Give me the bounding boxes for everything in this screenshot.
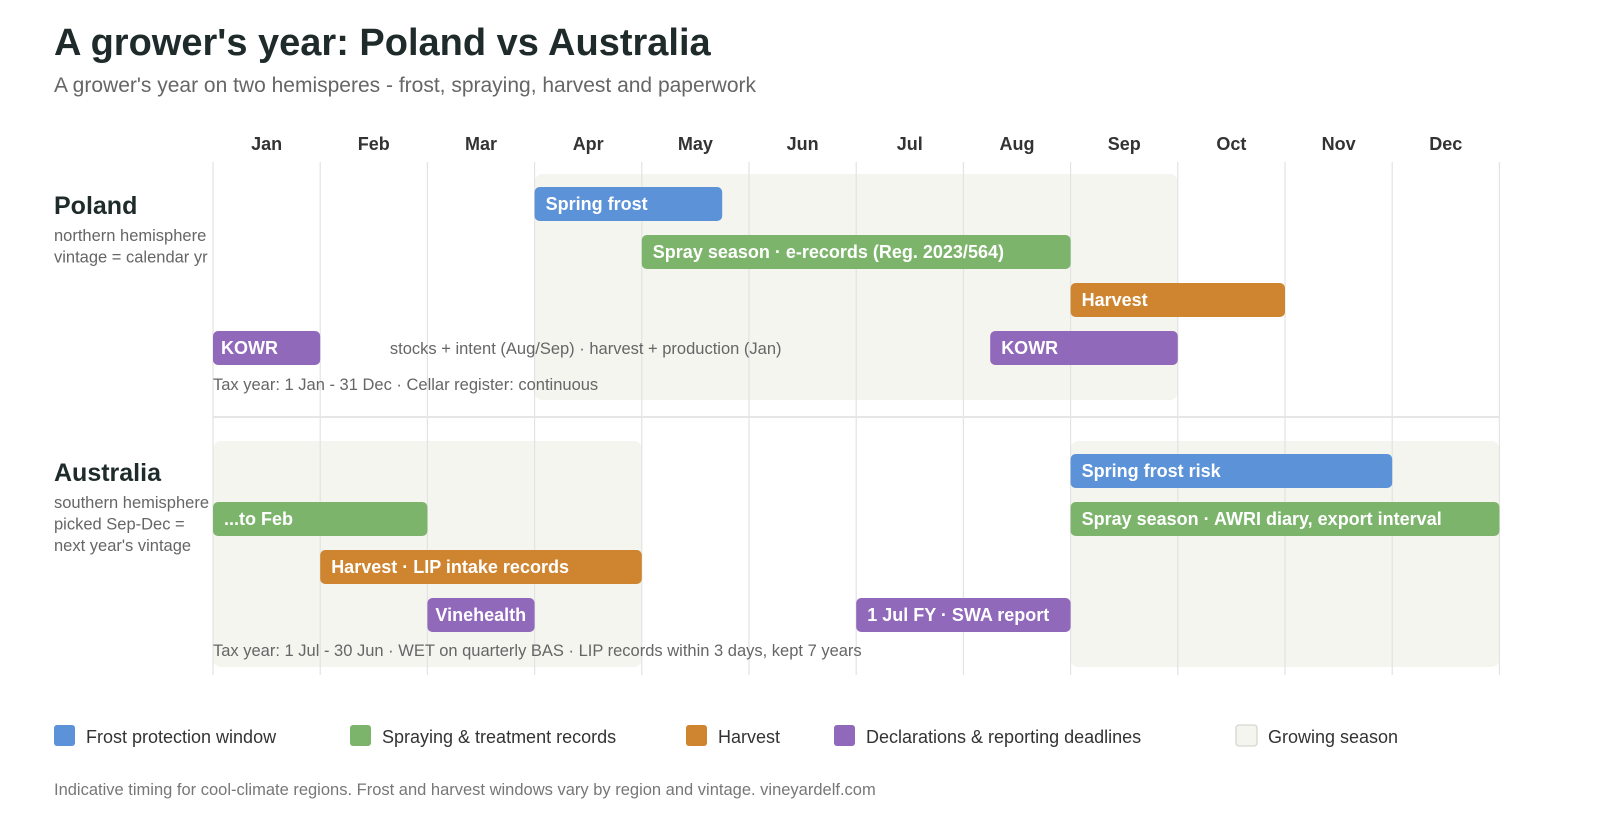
month-label-mar: Mar <box>465 134 497 154</box>
month-label-jun: Jun <box>787 134 819 154</box>
month-label-feb: Feb <box>358 134 390 154</box>
bar-poland-0: Spring frost <box>534 187 723 221</box>
bar-rect-frost <box>534 187 723 221</box>
legend-label: Growing season <box>1268 727 1398 747</box>
bar-label: Spring frost <box>546 194 648 214</box>
bar-australia-0: Spring frost risk <box>1070 454 1393 488</box>
legend-label: Spraying & treatment records <box>382 727 616 747</box>
chart-title: A grower's year: Poland vs Australia <box>54 22 711 64</box>
legend-swatch <box>54 725 75 746</box>
legend-swatch <box>350 725 371 746</box>
row-note-poland: Tax year: 1 Jan - 31 Dec · Cellar regist… <box>213 376 598 394</box>
bar-label: Spring frost risk <box>1082 461 1222 481</box>
bar-australia-2: Spray season · AWRI diary, export interv… <box>1070 502 1500 536</box>
bar-label: Spray season · e-records (Reg. 2023/564) <box>653 242 1004 262</box>
bar-rect-spray <box>641 235 1071 269</box>
bar-australia-1: ...to Feb <box>213 502 428 536</box>
legend-swatch <box>1235 724 1258 747</box>
month-label-jul: Jul <box>897 134 923 154</box>
bar-rect-harvest <box>1070 283 1285 317</box>
legend-item-frost: Frost protection window <box>54 725 277 747</box>
bar-label: Spray season · AWRI diary, export interv… <box>1082 509 1442 529</box>
bar-label: Harvest · LIP intake records <box>331 557 569 577</box>
month-label-sep: Sep <box>1108 134 1141 154</box>
bar-label: Harvest <box>1082 290 1148 310</box>
legend-item-season: Growing season <box>1235 724 1398 747</box>
month-label-nov: Nov <box>1322 134 1356 154</box>
row-note-australia: Tax year: 1 Jul - 30 Jun · WET on quarte… <box>213 642 862 660</box>
legend-item-spray: Spraying & treatment records <box>350 725 616 747</box>
month-label-apr: Apr <box>573 134 604 154</box>
bar-rect-harvest <box>320 550 642 584</box>
legend-label: Frost protection window <box>86 727 277 747</box>
legend-swatch <box>686 725 707 746</box>
bar-rect-frost <box>1070 454 1393 488</box>
bar-poland-3: KOWR <box>213 331 321 365</box>
row-label-australia: Australia <box>54 459 162 487</box>
bar-poland-4: KOWR <box>990 331 1178 365</box>
bar-rect-declaration <box>427 598 535 632</box>
bar-poland-1: Spray season · e-records (Reg. 2023/564) <box>641 235 1071 269</box>
legend-item-declaration: Declarations & reporting deadlines <box>834 725 1141 747</box>
bar-rect-spray <box>1070 502 1500 536</box>
month-label-aug: Aug <box>1000 134 1035 154</box>
bar-rect-declaration <box>213 331 321 365</box>
legend-swatch <box>834 725 855 746</box>
bar-label: ...to Feb <box>224 509 293 529</box>
month-label-may: May <box>678 134 713 154</box>
legend-item-harvest: Harvest <box>686 725 780 747</box>
bar-label: 1 Jul FY · SWA report <box>867 605 1049 625</box>
month-label-dec: Dec <box>1429 134 1462 154</box>
row-sublabel-poland-0: northern hemisphere <box>54 227 206 245</box>
bar-australia-3: Harvest · LIP intake records <box>320 550 642 584</box>
row-label-poland: Poland <box>54 192 137 220</box>
bar-label: KOWR <box>1001 338 1058 358</box>
bar-rect-declaration <box>856 598 1071 632</box>
chart-subtitle: A grower's year on two hemisperes - fros… <box>54 74 756 97</box>
row-sublabel-australia-0: southern hemisphere <box>54 494 209 512</box>
row-sublabel-australia-1: picked Sep-Dec = <box>54 516 185 534</box>
bar-rect-declaration <box>990 331 1178 365</box>
legend-label: Harvest <box>718 727 780 747</box>
legend-label: Declarations & reporting deadlines <box>866 727 1141 747</box>
month-label-oct: Oct <box>1216 134 1246 154</box>
bar-poland-2: Harvest <box>1070 283 1285 317</box>
bar-australia-5: 1 Jul FY · SWA report <box>856 598 1071 632</box>
row-sublabel-poland-1: vintage = calendar yr <box>54 249 208 267</box>
bar-label: Vinehealth <box>435 605 526 625</box>
bar-rect-spray <box>213 502 428 536</box>
month-label-jan: Jan <box>251 134 282 154</box>
inline-note-poland: stocks + intent (Aug/Sep) · harvest + pr… <box>390 340 782 358</box>
bar-label: KOWR <box>221 338 278 358</box>
footnote: Indicative timing for cool-climate regio… <box>54 781 876 799</box>
row-sublabel-australia-2: next year's vintage <box>54 537 191 555</box>
bar-australia-4: Vinehealth <box>427 598 535 632</box>
